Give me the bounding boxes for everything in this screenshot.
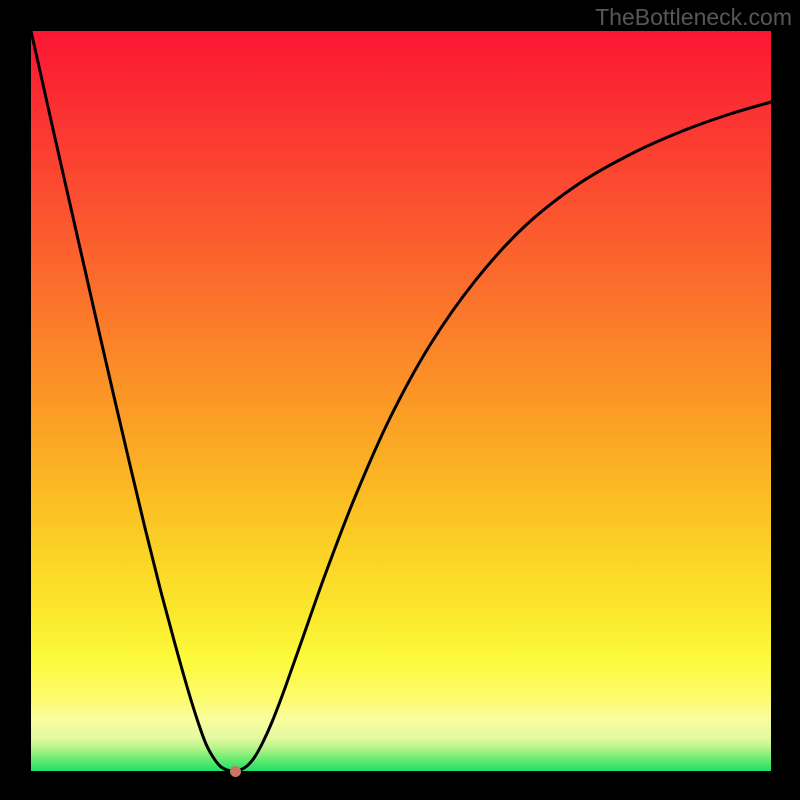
chart-stage: TheBottleneck.com [0, 0, 800, 800]
watermark-text: TheBottleneck.com [595, 4, 792, 31]
minimum-marker [230, 766, 241, 777]
gradient-plot-area [31, 31, 771, 771]
